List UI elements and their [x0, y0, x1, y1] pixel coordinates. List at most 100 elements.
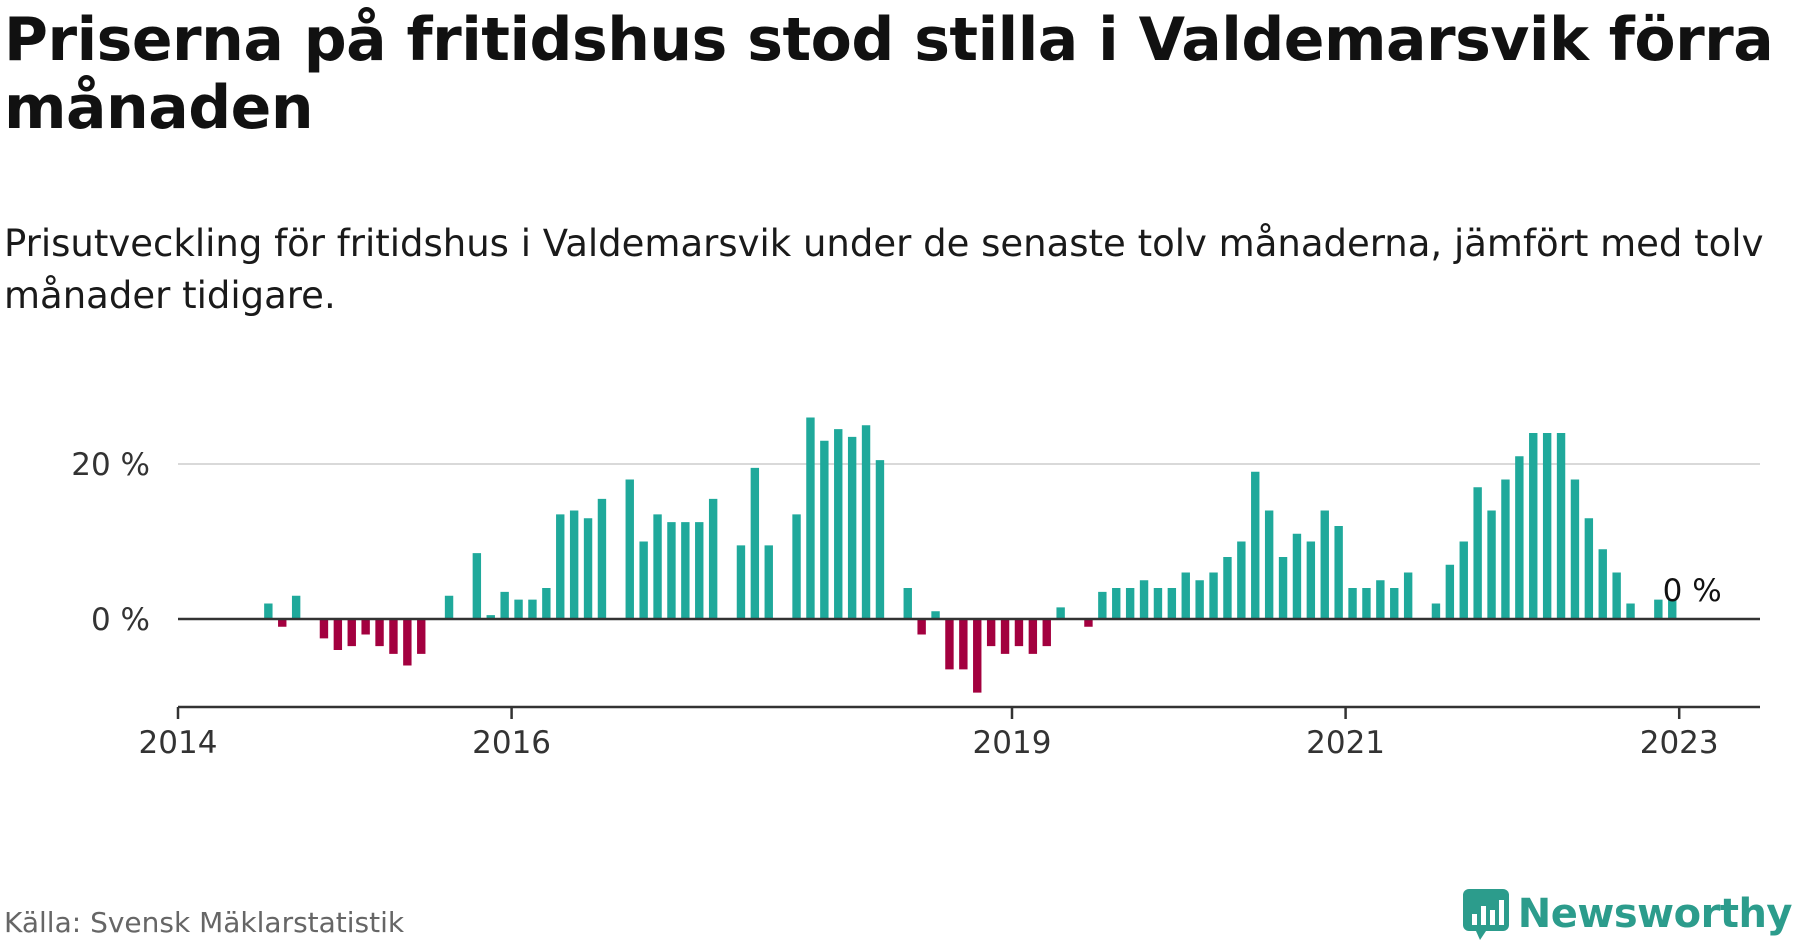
bar — [1376, 580, 1385, 619]
bar — [959, 619, 968, 670]
bar — [639, 541, 648, 619]
bar — [1556, 433, 1566, 619]
bar — [736, 545, 746, 619]
bar — [792, 514, 801, 619]
bar — [750, 467, 760, 619]
bar — [653, 514, 662, 619]
bar — [486, 615, 495, 619]
bar — [1264, 510, 1274, 619]
bar — [1139, 580, 1149, 619]
bar — [1292, 533, 1302, 619]
bar — [1473, 487, 1482, 619]
newsworthy-logo-icon — [1462, 889, 1509, 940]
y-tick-label: 0 % — [91, 602, 150, 638]
x-tick-label: 2014 — [139, 725, 218, 761]
bar — [1334, 526, 1343, 619]
bar — [903, 588, 912, 619]
bar — [1459, 541, 1468, 619]
bar — [472, 553, 482, 619]
bar — [834, 429, 843, 619]
x-tick-label: 2023 — [1640, 725, 1719, 761]
bar — [806, 417, 815, 619]
bar — [1000, 619, 1010, 654]
bar — [931, 611, 940, 619]
bar — [1195, 580, 1204, 619]
bar — [291, 595, 301, 619]
bars — [264, 417, 1677, 693]
bar — [597, 498, 607, 619]
bar — [1042, 619, 1051, 647]
bar — [861, 425, 871, 619]
source-note: Källa: Svensk Mäklarstatistik — [4, 906, 405, 939]
bar — [514, 599, 523, 619]
bar — [1237, 541, 1246, 619]
bar — [667, 522, 676, 619]
y-tick-label: 20 % — [71, 447, 150, 483]
bar — [1668, 599, 1677, 619]
bar — [1209, 572, 1218, 619]
bar — [917, 619, 926, 635]
bar — [333, 619, 343, 650]
axes — [176, 617, 1760, 719]
bar — [1487, 510, 1496, 619]
labels: 0 % 20 % 2014 2016 2019 2021 2023 0 % — [71, 447, 1721, 761]
bar — [625, 479, 634, 619]
bar — [1223, 557, 1232, 619]
bar — [417, 619, 426, 654]
bar — [319, 619, 329, 639]
bar — [1320, 510, 1329, 619]
bar — [1626, 603, 1635, 619]
bar — [986, 619, 996, 647]
bar — [820, 440, 829, 619]
bar — [1014, 619, 1024, 647]
bar — [1529, 433, 1538, 619]
bar — [444, 595, 454, 619]
bar — [875, 460, 885, 619]
bar — [1181, 572, 1190, 619]
bar — [681, 522, 690, 619]
bar-chart: 0 % 20 % 2014 2016 2019 2021 2023 0 % — [71, 417, 1760, 761]
bar — [973, 619, 982, 693]
bar — [389, 619, 398, 654]
bar — [375, 619, 384, 647]
chart-title: Priserna på fritidshus stod stilla i Val… — [4, 5, 1774, 144]
bar — [764, 545, 773, 619]
bar — [500, 591, 509, 619]
bar — [1084, 619, 1093, 627]
bar — [1654, 599, 1663, 619]
x-tick-label: 2016 — [472, 725, 551, 761]
bar — [1570, 479, 1580, 619]
bar — [569, 510, 579, 619]
bar — [1431, 603, 1441, 619]
bar — [1501, 479, 1510, 619]
bar — [1362, 588, 1371, 619]
x-tick-label: 2019 — [973, 725, 1052, 761]
bar — [1445, 564, 1455, 619]
bar — [847, 436, 857, 619]
bar — [695, 522, 704, 619]
bar — [1584, 518, 1594, 619]
bar — [1542, 433, 1552, 619]
x-tick-label: 2021 — [1306, 725, 1385, 761]
bar — [1251, 471, 1260, 619]
bar — [1056, 607, 1065, 619]
bar — [1515, 456, 1524, 619]
brand-logo: Newsworthy — [1462, 888, 1793, 940]
last-value-label: 0 % — [1663, 573, 1722, 609]
bar — [403, 619, 412, 666]
chart-subtitle: Prisutveckling för fritidshus i Valdemar… — [4, 222, 1764, 317]
bar — [1348, 588, 1357, 619]
bar — [583, 518, 593, 619]
bar — [1098, 591, 1107, 619]
bar — [278, 619, 287, 627]
bar — [347, 619, 356, 647]
brand-name: Newsworthy — [1517, 891, 1793, 937]
bar — [1167, 588, 1177, 619]
bar — [528, 599, 537, 619]
bar — [945, 619, 954, 670]
bar — [1306, 541, 1316, 619]
bar — [1278, 557, 1288, 619]
bar — [1112, 588, 1121, 619]
bar — [1153, 588, 1163, 619]
bar — [1125, 588, 1135, 619]
